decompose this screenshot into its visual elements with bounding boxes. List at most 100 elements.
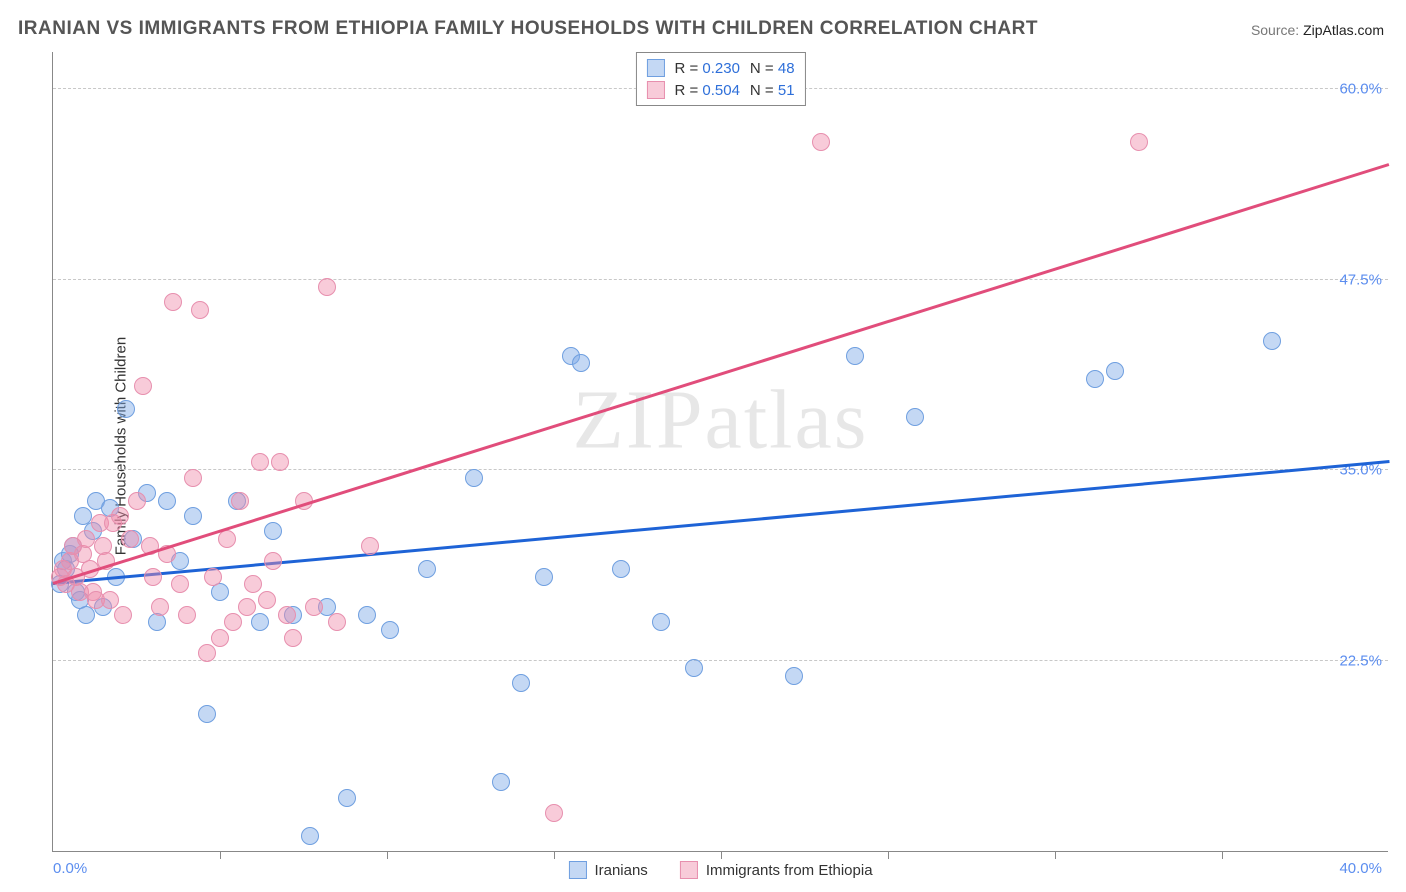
data-point — [101, 591, 119, 609]
data-point — [338, 789, 356, 807]
legend-item-1: Immigrants from Ethiopia — [680, 861, 873, 879]
legend-series: Iranians Immigrants from Ethiopia — [568, 861, 872, 879]
legend-swatch-icon — [680, 861, 698, 879]
data-point — [305, 598, 323, 616]
x-tick — [721, 851, 722, 859]
data-point — [121, 530, 139, 548]
gridline — [53, 660, 1388, 661]
data-point — [785, 667, 803, 685]
data-point — [1130, 133, 1148, 151]
x-axis-min-label: 0.0% — [53, 860, 87, 877]
data-point — [178, 606, 196, 624]
source-label: Source: — [1251, 22, 1299, 38]
data-point — [492, 773, 510, 791]
data-point — [144, 568, 162, 586]
r-label: R = — [674, 60, 698, 77]
data-point — [278, 606, 296, 624]
data-point — [264, 552, 282, 570]
data-point — [251, 453, 269, 471]
data-point — [134, 377, 152, 395]
data-point — [652, 613, 670, 631]
data-point — [224, 613, 242, 631]
n-label: N = — [750, 60, 774, 77]
legend-swatch-icon — [568, 861, 586, 879]
x-tick — [888, 851, 889, 859]
data-point — [198, 705, 216, 723]
data-point — [284, 629, 302, 647]
chart-source: Source: ZipAtlas.com — [1251, 22, 1384, 38]
x-axis-max-label: 40.0% — [1339, 860, 1382, 877]
data-point — [512, 674, 530, 692]
data-point — [906, 408, 924, 426]
data-point — [318, 278, 336, 296]
legend-swatch-1 — [646, 81, 664, 99]
r-value-1: 0.504 — [702, 82, 740, 99]
legend-stats-row-0: R = 0.230 N = 48 — [646, 57, 794, 79]
source-value: ZipAtlas.com — [1303, 22, 1384, 38]
data-point — [1086, 370, 1104, 388]
data-point — [244, 575, 262, 593]
data-point — [164, 293, 182, 311]
x-tick — [220, 851, 221, 859]
legend-item-0: Iranians — [568, 861, 647, 879]
data-point — [151, 598, 169, 616]
n-value-0: 48 — [778, 60, 795, 77]
data-point — [328, 613, 346, 631]
legend-swatch-0 — [646, 59, 664, 77]
data-point — [204, 568, 222, 586]
data-point — [812, 133, 830, 151]
legend-label-0: Iranians — [594, 862, 647, 879]
data-point — [535, 568, 553, 586]
data-point — [846, 347, 864, 365]
r-value-0: 0.230 — [702, 60, 740, 77]
n-value-1: 51 — [778, 82, 795, 99]
grid-label: 47.5% — [1339, 271, 1382, 288]
data-point — [1263, 332, 1281, 350]
data-point — [117, 400, 135, 418]
data-point — [114, 606, 132, 624]
data-point — [685, 659, 703, 677]
data-point — [148, 613, 166, 631]
data-point — [198, 644, 216, 662]
data-point — [238, 598, 256, 616]
data-point — [1106, 362, 1124, 380]
gridline — [53, 279, 1388, 280]
data-point — [158, 492, 176, 510]
x-tick — [387, 851, 388, 859]
legend-stats: R = 0.230 N = 48 R = 0.504 N = 51 — [635, 52, 805, 106]
data-point — [258, 591, 276, 609]
data-point — [184, 469, 202, 487]
data-point — [171, 575, 189, 593]
data-point — [77, 530, 95, 548]
watermark: ZIPatlas — [573, 371, 869, 468]
data-point — [211, 629, 229, 647]
data-point — [218, 530, 236, 548]
data-point — [301, 827, 319, 845]
data-point — [572, 354, 590, 372]
data-point — [184, 507, 202, 525]
x-tick — [554, 851, 555, 859]
data-point — [358, 606, 376, 624]
grid-label: 60.0% — [1339, 81, 1382, 98]
data-point — [271, 453, 289, 471]
data-point — [111, 507, 129, 525]
data-point — [264, 522, 282, 540]
data-point — [251, 613, 269, 631]
grid-label: 22.5% — [1339, 652, 1382, 669]
data-point — [418, 560, 436, 578]
data-point — [128, 492, 146, 510]
data-point — [361, 537, 379, 555]
data-point — [545, 804, 563, 822]
legend-label-1: Immigrants from Ethiopia — [706, 862, 873, 879]
data-point — [381, 621, 399, 639]
data-point — [612, 560, 630, 578]
x-tick — [1222, 851, 1223, 859]
r-label: R = — [674, 82, 698, 99]
trend-line-0 — [53, 460, 1389, 584]
data-point — [77, 606, 95, 624]
data-point — [191, 301, 209, 319]
n-label: N = — [750, 82, 774, 99]
legend-stats-row-1: R = 0.504 N = 51 — [646, 79, 794, 101]
chart-title: IRANIAN VS IMMIGRANTS FROM ETHIOPIA FAMI… — [18, 18, 1038, 40]
x-tick — [1055, 851, 1056, 859]
